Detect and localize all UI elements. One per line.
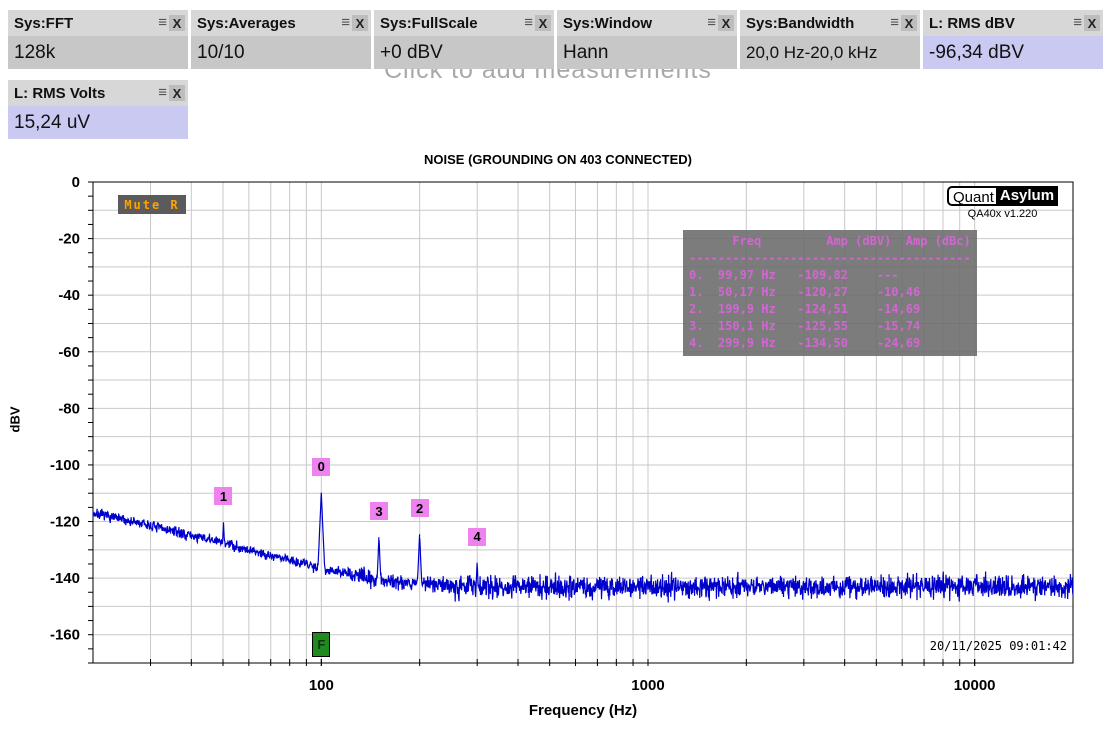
- svg-text:-120: -120: [50, 514, 80, 531]
- svg-text:-40: -40: [58, 287, 80, 304]
- menu-icon[interactable]: ≡: [158, 14, 167, 31]
- marker-readout-table: Freq Amp (dBV) Amp (dBc) ---------------…: [683, 230, 977, 356]
- tile-label: Sys:FFT: [14, 14, 74, 32]
- menu-icon[interactable]: ≡: [524, 14, 533, 31]
- mute-right-badge[interactable]: Mute R: [118, 195, 186, 214]
- peak-marker-1[interactable]: 1: [214, 487, 233, 506]
- peak-marker-3[interactable]: 3: [369, 502, 388, 521]
- x-axis-label: Frequency (Hz): [528, 702, 638, 719]
- y-axis-label: dBV: [7, 406, 23, 433]
- tile-sys-window[interactable]: Sys:Window ≡ X Hann: [557, 10, 737, 69]
- logo-part-quant: Quant: [947, 186, 996, 206]
- svg-text:-140: -140: [50, 570, 80, 587]
- close-icon[interactable]: X: [169, 15, 185, 31]
- tile-header: Sys:Window ≡ X: [557, 10, 737, 36]
- tile-header: L: RMS Volts ≡ X: [8, 80, 188, 106]
- tile-label: Sys:Window: [563, 14, 653, 32]
- tile-label: L: RMS Volts: [14, 84, 106, 102]
- firmware-version: QA40x v1.220: [967, 208, 1038, 220]
- peak-marker-4[interactable]: 4: [468, 527, 487, 546]
- close-icon[interactable]: X: [901, 15, 917, 31]
- tile-value[interactable]: -96,34 dBV: [923, 36, 1103, 69]
- svg-text:-20: -20: [58, 231, 80, 248]
- close-icon[interactable]: X: [535, 15, 551, 31]
- tile-left-rms-volts[interactable]: L: RMS Volts ≡ X 15,24 uV: [8, 80, 188, 139]
- logo-part-asylum: Asylum: [995, 186, 1059, 206]
- tile-header: Sys:Averages ≡ X: [191, 10, 371, 36]
- svg-text:100: 100: [309, 677, 334, 694]
- tile-header: Sys:FFT ≡ X: [8, 10, 188, 36]
- menu-icon[interactable]: ≡: [890, 14, 899, 31]
- chart-title: NOISE (GROUNDING ON 403 CONNECTED): [424, 152, 692, 167]
- peak-marker-2[interactable]: 2: [410, 499, 429, 518]
- quantasylum-logo: Quant Asylum: [947, 186, 1059, 206]
- tile-label: Sys:FullScale: [380, 14, 478, 32]
- peak-marker-0[interactable]: 0: [312, 457, 331, 476]
- menu-icon[interactable]: ≡: [1073, 14, 1082, 31]
- tile-header: L: RMS dBV ≡ X: [923, 10, 1103, 36]
- tile-value[interactable]: +0 dBV: [374, 36, 554, 69]
- measurement-tile-row-1: Sys:FFT ≡ X 128k Sys:Averages ≡ X 10/10 …: [8, 10, 1103, 69]
- tile-sys-fft[interactable]: Sys:FFT ≡ X 128k: [8, 10, 188, 69]
- svg-text:1000: 1000: [631, 677, 664, 694]
- tile-left-rms-dbv[interactable]: L: RMS dBV ≡ X -96,34 dBV: [923, 10, 1103, 69]
- capture-timestamp: 20/11/2025 09:01:42: [929, 639, 1067, 653]
- tile-value[interactable]: 128k: [8, 36, 188, 69]
- close-icon[interactable]: X: [1084, 15, 1100, 31]
- close-icon[interactable]: X: [718, 15, 734, 31]
- svg-text:0: 0: [72, 174, 80, 191]
- tile-label: L: RMS dBV: [929, 14, 1015, 32]
- tile-sys-fullscale[interactable]: Sys:FullScale ≡ X +0 dBV: [374, 10, 554, 69]
- tile-value[interactable]: 10/10: [191, 36, 371, 69]
- measurement-tile-row-2: L: RMS Volts ≡ X 15,24 uV: [8, 80, 188, 139]
- tile-header: Sys:FullScale ≡ X: [374, 10, 554, 36]
- tile-sys-bandwidth[interactable]: Sys:Bandwidth ≡ X 20,0 Hz-20,0 kHz: [740, 10, 920, 69]
- svg-text:-80: -80: [58, 400, 80, 417]
- menu-icon[interactable]: ≡: [341, 14, 350, 31]
- tile-value[interactable]: 15,24 uV: [8, 106, 188, 139]
- close-icon[interactable]: X: [169, 85, 185, 101]
- tile-label: Sys:Bandwidth: [746, 14, 855, 32]
- svg-text:-100: -100: [50, 457, 80, 474]
- svg-text:-160: -160: [50, 627, 80, 644]
- svg-text:-60: -60: [58, 344, 80, 361]
- brand-logo: Quant Asylum QA40x v1.220: [947, 186, 1059, 220]
- close-icon[interactable]: X: [352, 15, 368, 31]
- tile-header: Sys:Bandwidth ≡ X: [740, 10, 920, 36]
- tile-value[interactable]: Hann: [557, 36, 737, 69]
- tile-sys-averages[interactable]: Sys:Averages ≡ X 10/10: [191, 10, 371, 69]
- tile-value[interactable]: 20,0 Hz-20,0 kHz: [740, 36, 920, 69]
- fundamental-frequency-marker[interactable]: F: [312, 632, 331, 657]
- menu-icon[interactable]: ≡: [707, 14, 716, 31]
- svg-text:10000: 10000: [954, 677, 996, 694]
- menu-icon[interactable]: ≡: [158, 84, 167, 101]
- tile-label: Sys:Averages: [197, 14, 296, 32]
